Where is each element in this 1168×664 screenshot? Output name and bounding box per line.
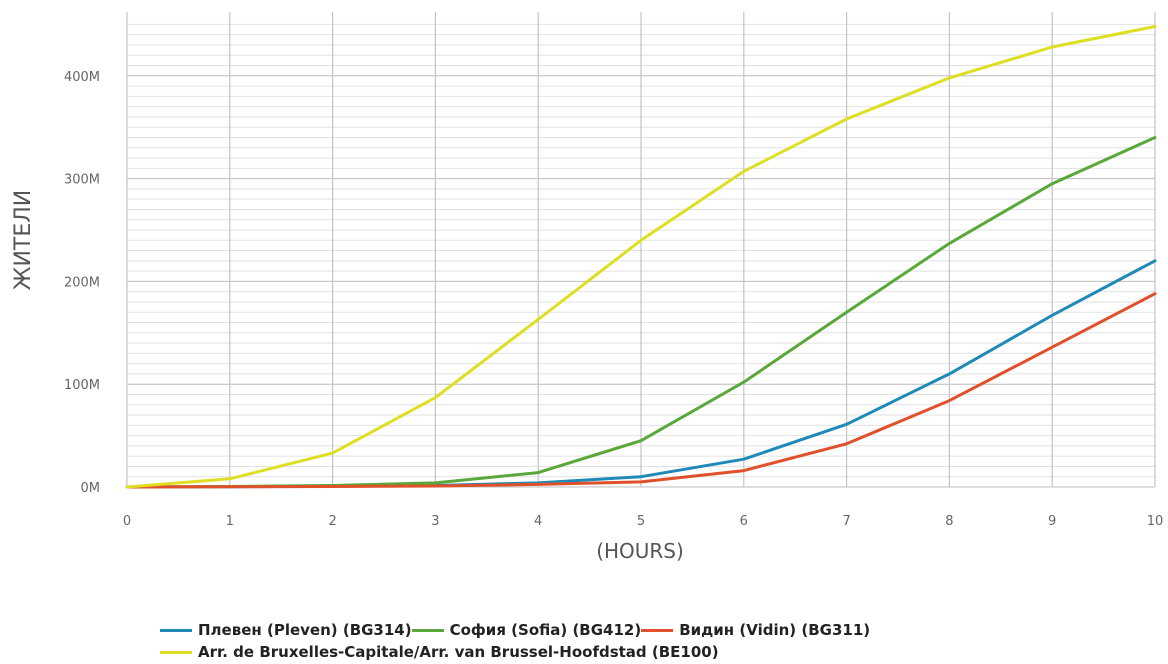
y-axis-ticks: 0M 100M 200M 300M 400M [64,70,100,496]
series-lines [125,25,1157,489]
x-tick-label: 9 [1048,514,1056,529]
series-line-2 [125,292,1157,489]
legend-swatch-sofia [411,628,444,632]
legend-label-sofia: София (Sofia) (BG412) [449,621,642,639]
y-tick-label: 300M [64,173,100,188]
x-tick-label: 10 [1147,514,1164,529]
legend-swatch-brussels [160,650,192,654]
legend: Плевен (Pleven) (BG314) София (Sofia) (B… [160,619,1120,663]
legend-item-pleven: Плевен (Pleven) (BG314) [160,621,412,639]
grid [126,12,1156,488]
legend-row-1: Плевен (Pleven) (BG314) София (Sofia) (B… [160,619,1120,641]
legend-item-brussels: Arr. de Bruxelles-Capitale/Arr. van Brus… [160,643,719,661]
legend-swatch-pleven [160,628,192,632]
x-tick-label: 1 [226,514,234,529]
legend-label-pleven: Плевен (Pleven) (BG314) [198,621,412,639]
series-line-3 [125,25,1157,489]
legend-label-brussels: Arr. de Bruxelles-Capitale/Arr. van Brus… [198,643,719,661]
legend-item-sofia: София (Sofia) (BG412) [411,621,642,639]
y-tick-label: 400M [64,70,100,85]
x-tick-label: 8 [945,514,953,529]
x-tick-label: 4 [534,514,542,529]
legend-swatch-vidin [641,628,674,632]
x-tick-label: 6 [740,514,748,529]
legend-label-vidin: Видин (Vidin) (BG311) [679,621,871,639]
y-axis-title: ЖИТЕЛИ [11,190,36,291]
x-tick-label: 0 [123,514,131,529]
x-tick-label: 7 [842,514,850,529]
x-tick-label: 3 [431,514,439,529]
x-axis-title: (HOURS) [596,539,684,563]
legend-row-2: Arr. de Bruxelles-Capitale/Arr. van Brus… [160,641,1120,663]
y-tick-label: 100M [64,378,100,393]
y-tick-label: 200M [64,275,100,290]
x-tick-label: 2 [328,514,336,529]
x-axis-ticks: 0 1 2 3 4 5 6 7 8 9 10 [123,514,1163,529]
legend-item-vidin: Видин (Vidin) (BG311) [641,621,870,639]
x-tick-label: 5 [637,514,645,529]
y-tick-label: 0M [81,481,101,496]
